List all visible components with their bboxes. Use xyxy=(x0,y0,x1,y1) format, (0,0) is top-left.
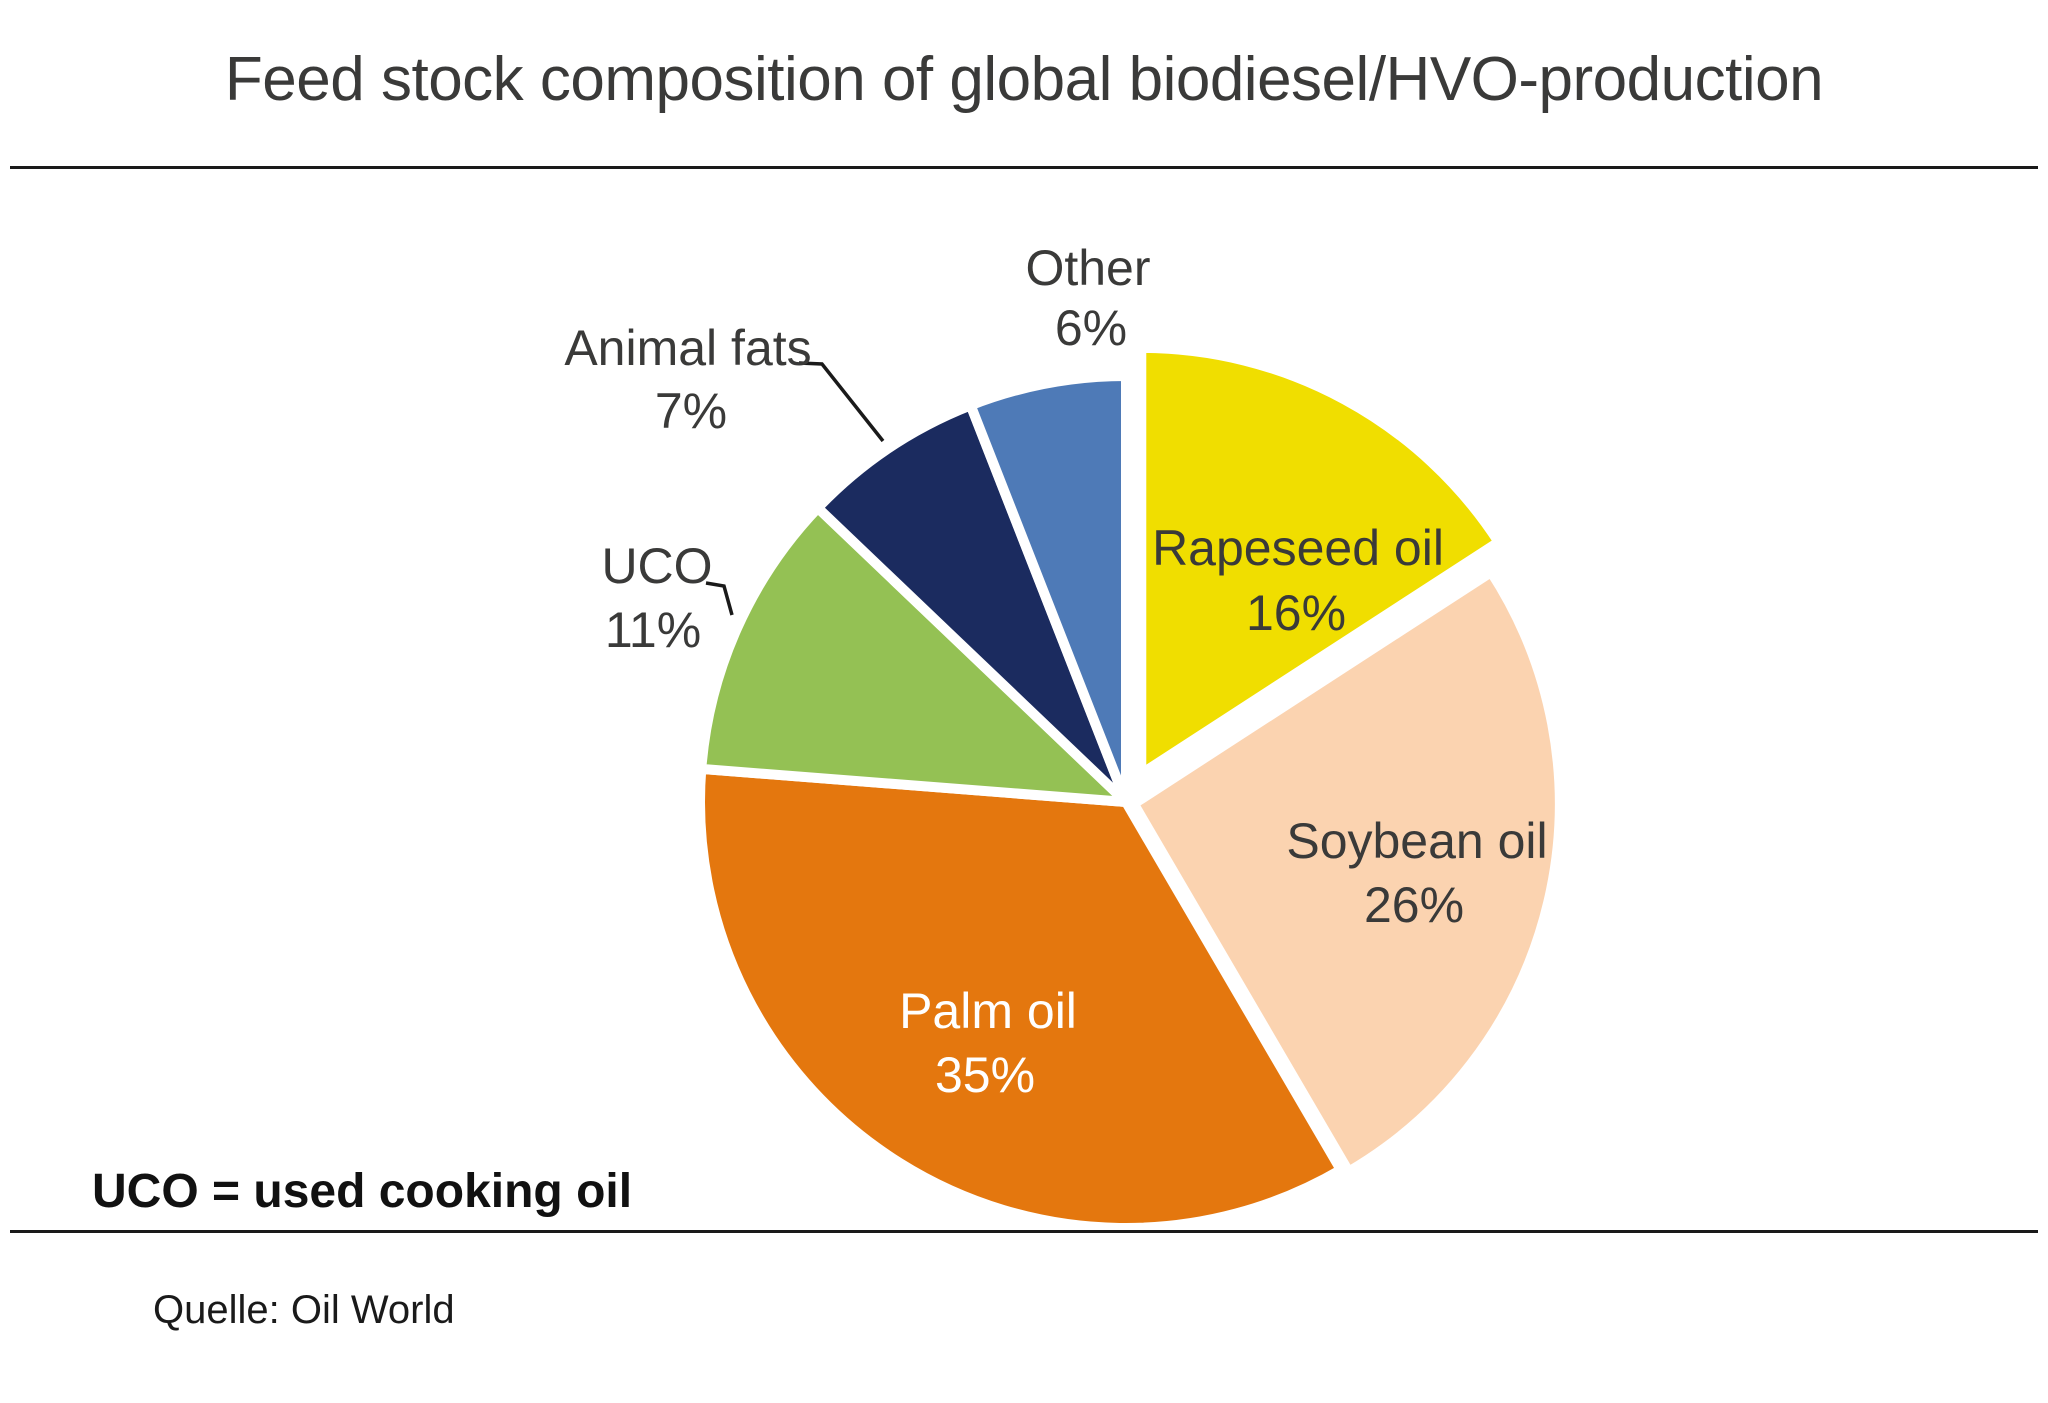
pie-slice-soybean-oil xyxy=(1127,565,1565,1179)
uco-note: UCO = used cooking oil xyxy=(92,1165,633,1218)
top-rule xyxy=(10,166,2038,169)
pie-slice-animal-fats xyxy=(810,398,1131,806)
pie-slice-uco xyxy=(695,500,1140,809)
slice-pct-animal-fats: 7% xyxy=(655,383,727,439)
pie-slice-rapeseed-oil xyxy=(1136,342,1506,784)
slice-label-soybean-oil: Soybean oil xyxy=(1286,813,1547,869)
pie-slice-other xyxy=(964,370,1131,804)
slice-label-uco: UCO xyxy=(601,538,712,594)
slice-pct-rapeseed-oil: 16% xyxy=(1246,585,1346,641)
leader-line-animal-fats xyxy=(798,361,885,443)
source-caption: Quelle: Oil World xyxy=(153,1288,455,1332)
slice-label-animal-fats: Animal fats xyxy=(564,320,811,376)
slice-pct-palm-oil: 35% xyxy=(935,1047,1035,1103)
pie-slices xyxy=(695,342,1565,1233)
slice-label-palm-oil: Palm oil xyxy=(899,983,1077,1039)
leader-line-uco xyxy=(705,581,734,616)
pie-slice-palm-oil xyxy=(695,763,1348,1233)
slice-pct-uco: 11% xyxy=(605,602,701,658)
slice-pct-other: 6% xyxy=(1055,300,1127,356)
slice-pct-soybean-oil: 26% xyxy=(1364,877,1464,933)
bottom-rule xyxy=(10,1230,2038,1233)
slice-label-other: Other xyxy=(1025,240,1150,296)
slice-label-rapeseed-oil: Rapeseed oil xyxy=(1152,520,1444,576)
chart-title: Feed stock composition of global biodies… xyxy=(224,45,1824,114)
